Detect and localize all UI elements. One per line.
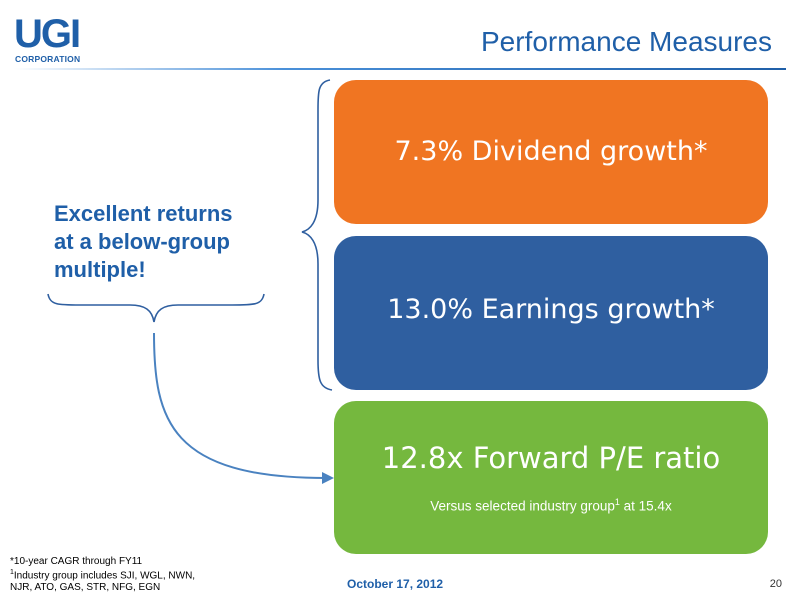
subtext-prefix: Versus selected industry group [430,498,615,514]
ugi-logo: UGI CORPORATION [14,14,92,66]
presentation-date: October 17, 2012 [347,577,444,591]
dividend-growth-text: 7.3% Dividend growth* [394,136,708,167]
right-brace [301,79,333,391]
bottom-brace [47,293,265,323]
logo-sub-text: CORPORATION [15,54,81,64]
title-divider [14,68,786,70]
forward-pe-subtext: Versus selected industry group1 at 15.4x [334,497,768,514]
logo-main-text: UGI [14,12,81,56]
footnote-industry-group: 1Industry group includes SJI, WGL, NWN, [10,569,195,581]
footnote-cagr: *10-year CAGR through FY11 [10,556,143,567]
curved-arrow [153,332,327,479]
footnote-superscript: 1 [10,569,14,576]
callout-line-2: at a below-group [54,229,230,254]
callout-text: Excellent returns at a below-group multi… [54,200,294,284]
forward-pe-text: 12.8x Forward P/E ratio [381,441,721,475]
page-title: Performance Measures [480,26,772,57]
earnings-growth-box: 13.0% Earnings growth* [334,236,768,390]
subtext-suffix: at 15.4x [619,498,672,514]
page-number: 20 [769,578,782,590]
subtext-superscript: 1 [614,497,620,507]
callout-line-3: multiple! [54,257,146,282]
dividend-growth-box: 7.3% Dividend growth* [334,80,768,224]
arrow-head [322,472,334,484]
forward-pe-box: 12.8x Forward P/E ratio Versus selected … [334,401,768,554]
earnings-growth-text: 13.0% Earnings growth* [387,294,715,325]
callout-line-1: Excellent returns [54,201,233,226]
footnote-tickers: NJR, ATO, GAS, STR, NFG, EGN [10,582,161,593]
footnote-industry-text: Industry group includes SJI, WGL, NWN, [13,570,196,582]
